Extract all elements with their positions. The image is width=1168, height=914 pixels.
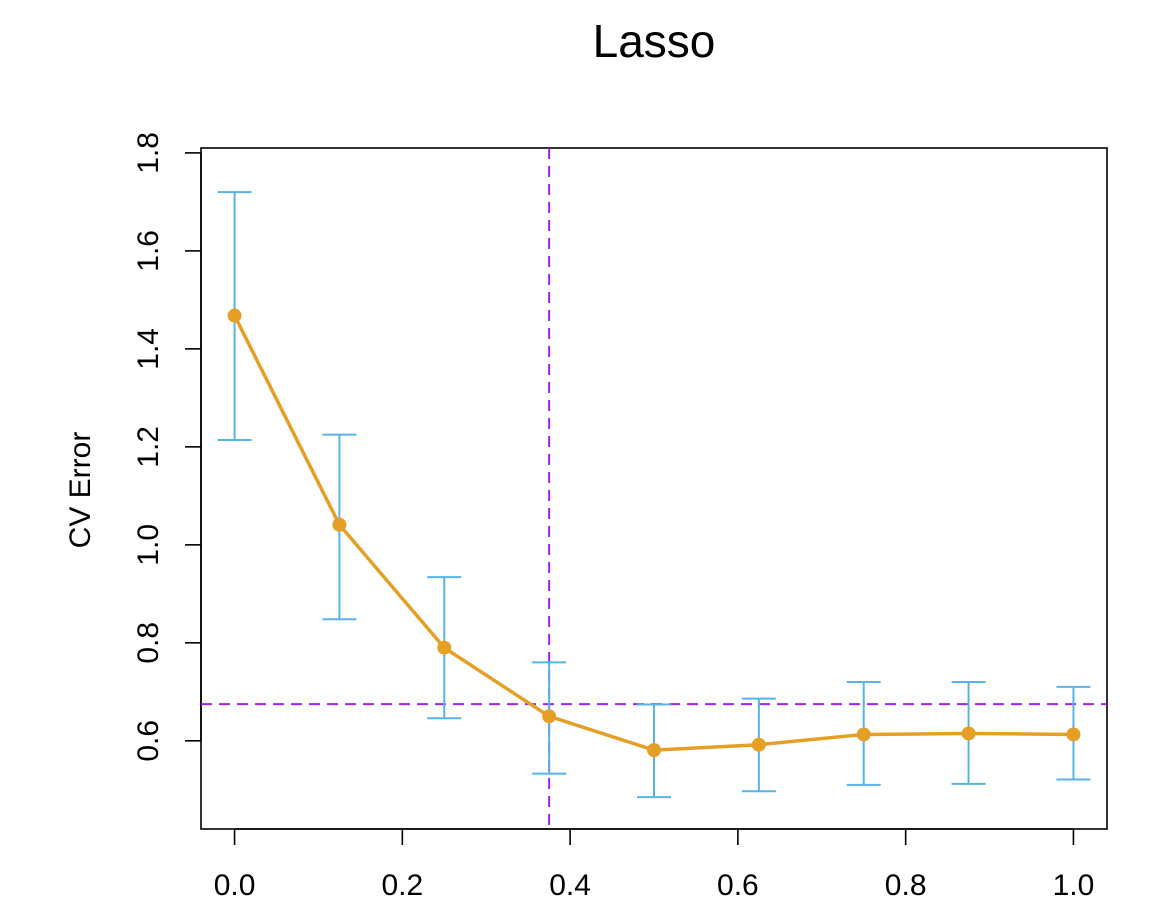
y-tick-label: 0.6 <box>132 720 165 762</box>
y-axis: 0.6 0.8 1.0 1.2 1.4 1.6 1.8 <box>132 132 202 762</box>
y-tick-label: 0.8 <box>132 622 165 664</box>
data-point <box>647 743 661 758</box>
y-tick-label: 1.2 <box>132 426 165 468</box>
x-tick-label: 0.8 <box>885 869 927 902</box>
data-point <box>332 517 347 532</box>
data-point <box>227 308 242 323</box>
data-point <box>1066 727 1081 742</box>
series-line <box>232 314 1074 752</box>
x-tick-label: 0.4 <box>549 869 591 902</box>
data-point <box>751 737 766 752</box>
chart-title: Lasso <box>593 15 716 67</box>
data-point <box>961 726 976 741</box>
x-axis: 0.0 0.2 0.4 0.6 0.8 1.0 <box>214 828 1095 902</box>
data-point <box>542 709 557 724</box>
data-points <box>227 308 1081 758</box>
y-tick-label: 1.6 <box>132 230 165 272</box>
data-point <box>437 640 452 655</box>
y-tick-label: 1.8 <box>132 132 165 174</box>
x-tick-label: 0.2 <box>381 869 423 902</box>
x-tick-label: 0.0 <box>214 869 256 902</box>
y-axis-label: CV Error <box>64 432 97 549</box>
y-tick-label: 1.4 <box>132 328 165 370</box>
x-tick-label: 1.0 <box>1053 869 1095 902</box>
data-point <box>856 727 871 742</box>
y-tick-label: 1.0 <box>132 524 165 566</box>
error-bars <box>217 191 1091 799</box>
series-line-group <box>232 314 1074 752</box>
x-tick-label: 0.6 <box>717 869 759 902</box>
